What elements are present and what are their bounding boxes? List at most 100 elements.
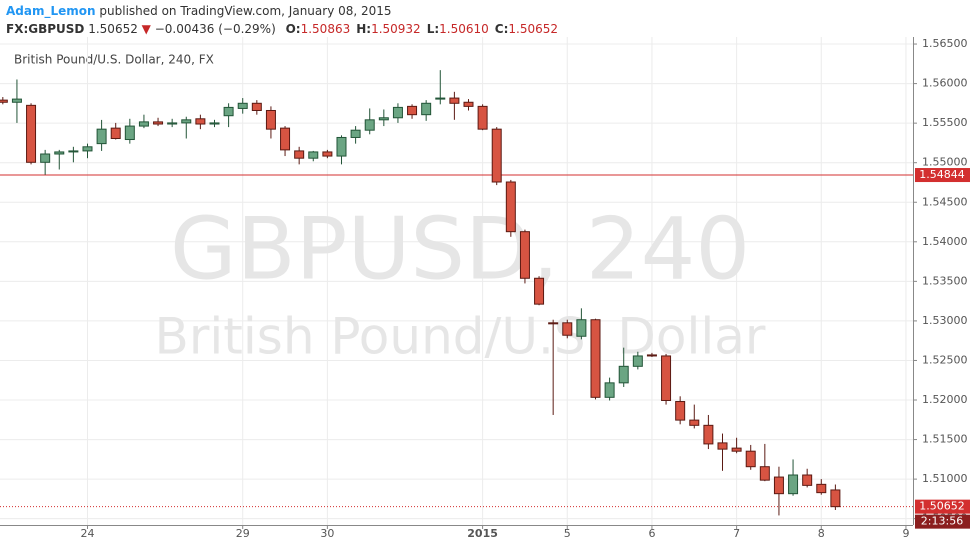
- candle-body: [562, 322, 573, 336]
- candle-body: [82, 146, 93, 152]
- candle-body: [392, 106, 403, 119]
- candle-body: [646, 354, 657, 357]
- price-label-box: [915, 499, 970, 514]
- candle-body: [407, 105, 418, 116]
- candle-body: [463, 101, 474, 107]
- candle-body: [153, 121, 164, 125]
- x-tick-label: 6: [648, 527, 655, 540]
- candle-body: [251, 102, 262, 111]
- candle-body: [618, 365, 629, 384]
- change: −0.00436 (−0.29%): [155, 22, 276, 36]
- price-label: 1.54844: [919, 168, 965, 181]
- candle-body: [717, 442, 728, 450]
- candle-body: [519, 231, 530, 279]
- candle-body: [68, 150, 79, 153]
- candle-body: [265, 109, 276, 130]
- y-tick-label: 1.55000: [922, 156, 968, 169]
- candle-body: [195, 118, 206, 125]
- candle-body: [816, 483, 827, 494]
- candle-body: [167, 122, 178, 125]
- candle-body: [802, 474, 813, 486]
- candle-body: [336, 136, 347, 157]
- x-tick-label: 5: [564, 527, 571, 540]
- ohlc-value: 1.50652: [508, 22, 558, 36]
- header-line-1: Adam_Lemon published on TradingView.com,…: [6, 4, 392, 19]
- y-tick-label: 1.56000: [922, 77, 968, 90]
- y-tick-label: 1.52500: [922, 353, 968, 366]
- published: published on TradingView.com, January 08…: [99, 4, 391, 18]
- candle-body: [675, 401, 686, 421]
- y-tick-label: 1.56500: [922, 37, 968, 50]
- last-price: 1.50652: [88, 22, 138, 36]
- candle-body: [421, 102, 432, 116]
- price-label-box: [915, 168, 970, 183]
- candle-body: [40, 153, 51, 163]
- candle-body: [110, 127, 121, 139]
- candle-body: [703, 424, 714, 445]
- candle-body: [435, 97, 446, 100]
- candle-body: [477, 105, 488, 130]
- candle-body: [505, 181, 516, 233]
- author[interactable]: Adam_Lemon: [6, 4, 96, 19]
- ohlc-label: O:: [286, 22, 301, 36]
- header-line-2: FX:GBPUSD 1.50652 ▼ −0.00436 (−0.29%) O:…: [6, 22, 558, 36]
- ohlc-value: 1.50863: [301, 22, 351, 36]
- candle-body: [26, 104, 37, 163]
- candle-body: [773, 476, 784, 495]
- x-tick-label: 9: [902, 527, 909, 540]
- x-tick-label: 2015: [467, 527, 498, 540]
- candle-body: [590, 319, 601, 398]
- candle-body: [322, 151, 333, 157]
- change-arrow: ▼: [142, 22, 152, 36]
- candle-body: [350, 129, 361, 138]
- candle-body: [830, 489, 841, 508]
- candle-body: [449, 97, 460, 104]
- candle-body: [491, 128, 502, 183]
- candle-body: [788, 474, 799, 495]
- ohlc-label: L:: [427, 22, 439, 36]
- candle-body: [308, 151, 319, 159]
- candle-body: [576, 319, 587, 337]
- candle-body: [548, 322, 559, 325]
- symbol: FX:GBPUSD: [6, 22, 84, 36]
- countdown-box: [915, 514, 970, 529]
- candle-body: [661, 355, 672, 401]
- candle-body: [364, 119, 375, 131]
- y-tick-label: 1.51500: [922, 433, 968, 446]
- candle-body: [294, 150, 305, 159]
- x-tick-label: 30: [320, 527, 334, 540]
- candle-body: [378, 117, 389, 121]
- y-tick-label: 1.51000: [922, 472, 968, 485]
- countdown: 2:13:56: [921, 515, 963, 528]
- price-label: 1.50652: [919, 500, 965, 513]
- ohlc-label: H:: [356, 22, 371, 36]
- x-tick-label: 8: [818, 527, 825, 540]
- ohlc-value: 1.50932: [371, 22, 421, 36]
- ohlc-label: C:: [495, 22, 509, 36]
- y-tick-label: 1.54000: [922, 235, 968, 248]
- x-tick-label: 29: [236, 527, 250, 540]
- y-tick-label: 1.53500: [922, 274, 968, 287]
- candle-body: [604, 382, 615, 398]
- candle-body: [0, 99, 8, 103]
- watermark: British Pound/U.S. Dollar: [155, 308, 766, 366]
- x-tick-label: 7: [733, 527, 740, 540]
- candle-body: [534, 277, 545, 305]
- candle-body: [223, 106, 234, 117]
- candle-body: [11, 98, 22, 103]
- x-tick-label: 24: [80, 527, 94, 540]
- candle-body: [689, 419, 700, 426]
- candle-body: [54, 151, 65, 155]
- watermark: GBPUSD, 240: [170, 199, 750, 299]
- candle-body: [731, 447, 742, 452]
- y-tick-label: 1.53000: [922, 314, 968, 327]
- ohlc-value: 1.50610: [439, 22, 489, 36]
- candle-body: [632, 355, 643, 367]
- candle-body: [96, 128, 107, 145]
- chart-title: British Pound/U.S. Dollar, 240, FX: [14, 53, 214, 67]
- y-tick-label: 1.52000: [922, 393, 968, 406]
- candle-body: [181, 119, 192, 124]
- candle-body: [280, 127, 291, 151]
